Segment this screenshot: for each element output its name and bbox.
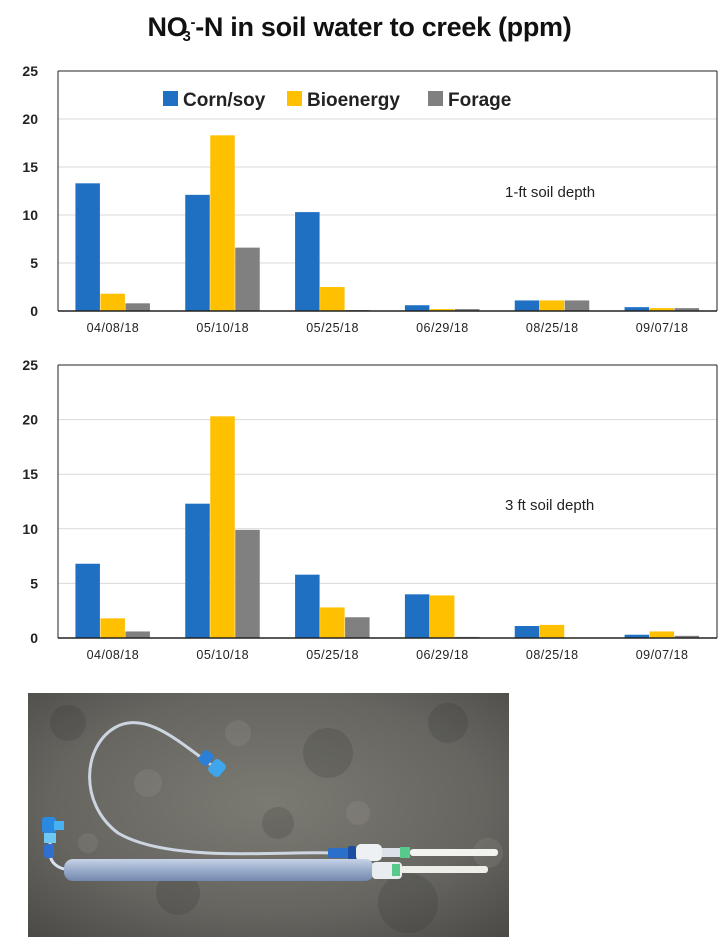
soil-water-sampler-photo xyxy=(28,693,509,937)
title-suffix: -N in soil water to creek (ppm) xyxy=(195,12,572,42)
sampler-image xyxy=(28,693,509,937)
y-tick-label: 10 xyxy=(22,207,38,223)
y-tick-label: 25 xyxy=(22,63,38,79)
bar-forage xyxy=(454,309,480,311)
bar-bioenergy xyxy=(649,308,675,311)
bar-bioenergy xyxy=(429,595,455,638)
bar-forage xyxy=(235,247,260,311)
chart-3ft-depth: 0 5 10 15 20 25 04/08/18 05/10/18 05/25/18 06/29/… xyxy=(22,357,718,662)
x-tick-label: 08/25/18 xyxy=(526,321,579,335)
x-tick-label: 08/25/18 xyxy=(526,648,579,662)
legend-swatch xyxy=(163,91,178,106)
x-tick-label: 05/25/18 xyxy=(306,321,359,335)
legend-swatch xyxy=(428,91,443,106)
y-tick-label: 20 xyxy=(22,412,38,428)
y-tick-label: 0 xyxy=(30,630,38,646)
y-tick-label: 20 xyxy=(22,111,38,127)
x-tick-label: 09/07/18 xyxy=(636,321,689,335)
legend-label: Forage xyxy=(448,90,511,111)
bar-corn-soy xyxy=(624,307,650,311)
bar-bioenergy xyxy=(320,287,345,311)
bar-bioenergy xyxy=(100,293,125,311)
x-tick-label: 06/29/18 xyxy=(416,321,469,335)
bar-bioenergy xyxy=(210,416,235,638)
title-subscript: 3 xyxy=(182,28,191,45)
bar-corn-soy xyxy=(295,212,320,311)
bar-bioenergy xyxy=(210,135,235,311)
depth-annotation: 1-ft soil depth xyxy=(505,184,595,201)
y-tick-label: 0 xyxy=(30,303,38,319)
bar-corn-soy xyxy=(185,194,210,311)
bar-forage xyxy=(125,303,150,311)
x-tick-label: 05/10/18 xyxy=(196,321,249,335)
x-tick-label: 04/08/18 xyxy=(87,648,140,662)
bar-corn-soy xyxy=(514,300,540,311)
bar-corn-soy xyxy=(75,563,100,638)
title-superscript: - xyxy=(190,14,196,31)
bar-corn-soy xyxy=(75,183,100,311)
y-tick-label: 10 xyxy=(22,521,38,537)
x-tick-label: 05/25/18 xyxy=(306,648,359,662)
legend-swatch xyxy=(287,91,302,106)
x-tick-label: 05/10/18 xyxy=(196,648,249,662)
bar-forage xyxy=(674,308,700,311)
x-tick-label: 04/08/18 xyxy=(87,321,140,335)
bar-bioenergy xyxy=(539,300,565,311)
bar-forage xyxy=(345,617,370,638)
depth-annotation: 3 ft soil depth xyxy=(505,497,594,514)
y-tick-label: 5 xyxy=(30,575,38,591)
bar-corn-soy xyxy=(514,625,540,638)
bar-corn-soy xyxy=(295,574,320,638)
legend-label: Corn/soy xyxy=(183,90,266,111)
bar-bioenergy xyxy=(100,618,125,638)
x-tick-label: 06/29/18 xyxy=(416,648,469,662)
chart-title: NO3--N in soil water to creek (ppm) xyxy=(0,12,719,45)
y-tick-label: 5 xyxy=(30,255,38,271)
bar-bioenergy xyxy=(429,309,455,311)
bar-forage xyxy=(235,529,260,638)
bar-corn-soy xyxy=(404,594,430,638)
chart-1ft-depth: 0 5 10 15 20 25 04/08/18 05/10/18 05/25/18 06/29/… xyxy=(22,63,718,335)
bar-corn-soy xyxy=(624,634,650,638)
y-tick-label: 25 xyxy=(22,357,38,373)
x-tick-label: 09/07/18 xyxy=(636,648,689,662)
y-tick-label: 15 xyxy=(22,159,38,175)
bar-corn-soy xyxy=(404,305,430,311)
legend-label: Bioenergy xyxy=(307,90,400,111)
title-prefix: NO xyxy=(147,12,188,42)
bar-bioenergy xyxy=(649,631,675,638)
bar-forage xyxy=(125,631,150,638)
bar-forage xyxy=(674,635,700,638)
bar-bioenergy xyxy=(320,607,345,638)
bar-corn-soy xyxy=(185,503,210,638)
y-tick-label: 15 xyxy=(22,466,38,482)
bar-bioenergy xyxy=(539,624,565,638)
bar-forage xyxy=(564,300,590,311)
